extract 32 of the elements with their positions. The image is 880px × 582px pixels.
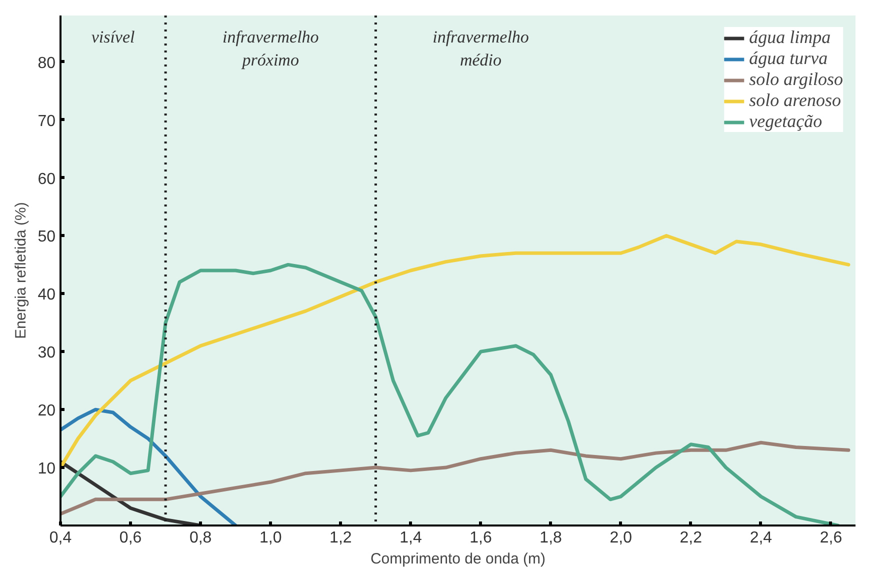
line-series	[60, 408, 238, 526]
annotation: visível	[91, 28, 136, 46]
x-tick-label: 2,6	[820, 530, 842, 546]
y-tick-label: 30	[38, 344, 56, 362]
x-tick-label: 1,8	[540, 530, 562, 546]
legend-label: solo arenoso	[749, 90, 841, 111]
y-tick-label: 20	[38, 402, 56, 420]
y-axis-title: Energia refletida (%)	[12, 202, 30, 339]
legend-label: água limpa	[749, 27, 831, 48]
legend-label: vegetação	[749, 111, 822, 132]
x-tick-label: 0,6	[119, 530, 142, 546]
annotation: infravermelho médio	[432, 28, 529, 70]
x-tick-label: 2,4	[750, 530, 772, 546]
x-axis-title: Comprimento de onda (m)	[370, 550, 546, 568]
line-series	[60, 440, 850, 516]
annotation: infravermelho próximo	[222, 28, 319, 70]
x-tick-label: 1,4	[400, 530, 422, 546]
y-tick-label: 60	[38, 170, 56, 188]
y-tick-label: 50	[38, 228, 56, 246]
y-tick-label: 70	[38, 112, 56, 130]
x-tick-label: 1,2	[330, 530, 352, 546]
legend-label: solo argiloso	[749, 69, 843, 90]
x-tick-label: 1,6	[470, 530, 492, 546]
y-tick-label: 40	[38, 286, 56, 304]
y-tick-label: 80	[38, 54, 56, 72]
x-tick-label: 2,2	[680, 530, 702, 546]
y-tick-label: 10	[38, 460, 56, 478]
x-tick-label: 2,0	[610, 530, 632, 546]
legend-label: água turva	[749, 48, 828, 69]
x-tick-label: 0,4	[49, 530, 72, 546]
x-tick-label: 0,8	[189, 530, 212, 546]
x-tick-label: 1,0	[260, 530, 282, 546]
